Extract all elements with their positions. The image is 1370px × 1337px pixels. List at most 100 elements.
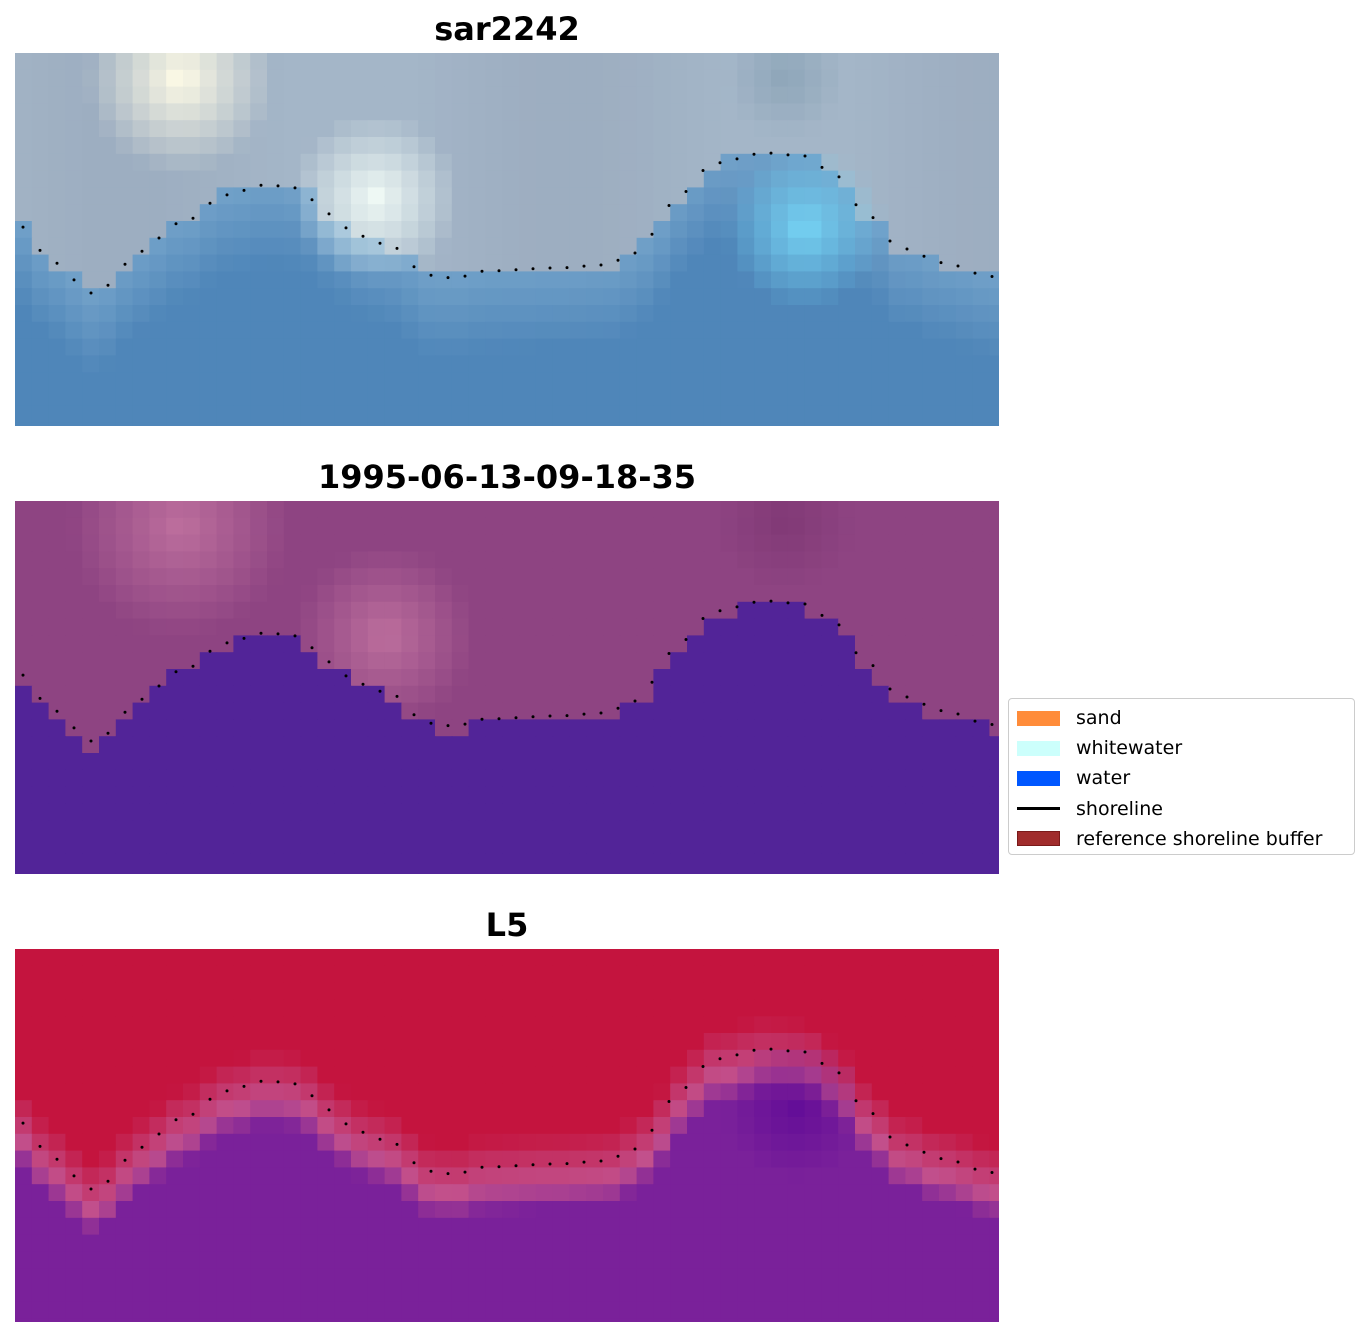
classified-pixel [720, 585, 738, 603]
sar-pixel [905, 153, 923, 172]
sar-pixel [367, 422, 386, 426]
classified-pixel [804, 820, 822, 838]
sar-pixel [519, 355, 537, 373]
probability-pixel [619, 1167, 638, 1185]
classified-pixel [485, 568, 503, 586]
classified-pixel [183, 585, 201, 603]
sar-pixel [787, 355, 806, 373]
probability-pixel [367, 949, 386, 967]
classified-pixel [535, 837, 554, 855]
probability-pixel [586, 1049, 604, 1068]
probability-pixel [519, 1201, 537, 1219]
probability-pixel [334, 1117, 352, 1135]
probability-pixel [569, 1285, 587, 1303]
shoreline-point [361, 1130, 365, 1134]
sar-pixel [888, 103, 906, 121]
sar-pixel [451, 137, 470, 155]
sar-pixel [636, 153, 654, 172]
sar-pixel [821, 321, 839, 340]
probability-pixel [451, 1049, 470, 1068]
classified-pixel [670, 685, 688, 704]
sar-pixel [855, 153, 873, 172]
probability-pixel [888, 1234, 906, 1252]
classified-pixel [384, 769, 402, 788]
probability-pixel [384, 1167, 402, 1185]
sar-pixel [771, 137, 789, 155]
classified-pixel [989, 820, 999, 838]
sar-pixel [888, 204, 906, 222]
classified-pixel [989, 635, 999, 653]
probability-pixel [535, 1268, 554, 1286]
probability-pixel [115, 1285, 134, 1303]
classified-pixel [636, 820, 654, 838]
probability-pixel [737, 1100, 755, 1118]
classified-pixel [653, 837, 671, 855]
classified-pixel [300, 685, 318, 704]
shoreline-point [837, 175, 841, 179]
probability-pixel [771, 1285, 789, 1303]
probability-pixel [300, 1285, 318, 1303]
classified-pixel [905, 635, 923, 653]
classified-pixel [384, 585, 402, 603]
classified-pixel [737, 501, 755, 519]
probability-pixel [603, 1318, 621, 1322]
sar-pixel [216, 305, 234, 323]
sar-pixel [972, 288, 990, 306]
probability-pixel [972, 982, 990, 1000]
sar-pixel [283, 153, 302, 172]
classified-pixel [687, 786, 705, 804]
sar-pixel [351, 153, 369, 172]
sar-pixel [317, 405, 335, 424]
classified-pixel [468, 803, 486, 821]
sar-pixel [939, 86, 957, 104]
classified-pixel [771, 753, 789, 771]
shoreline-point [225, 193, 229, 197]
classified-pixel [653, 652, 671, 670]
probability-pixel [586, 965, 604, 984]
probability-pixel [569, 965, 587, 984]
probability-pixel [687, 1100, 705, 1118]
classified-pixel [653, 585, 671, 603]
sar-pixel [737, 305, 755, 323]
probability-pixel [586, 1167, 604, 1185]
sar-pixel [31, 254, 50, 272]
probability-pixel [384, 1251, 402, 1269]
sar-pixel [149, 254, 167, 272]
probability-pixel [586, 1301, 604, 1320]
sar-pixel [250, 372, 268, 390]
sar-pixel [703, 221, 722, 239]
classified-pixel [65, 635, 83, 653]
shoreline-point [89, 1187, 93, 1191]
probability-pixel [787, 982, 806, 1000]
classified-pixel [972, 769, 990, 788]
probability-pixel [216, 1301, 234, 1320]
sar-pixel [82, 389, 100, 407]
classified-pixel [300, 820, 318, 838]
shoreline-point [786, 601, 790, 605]
probability-pixel [871, 1150, 890, 1168]
classified-pixel [972, 736, 990, 754]
sar-pixel [233, 254, 251, 272]
sar-pixel [804, 271, 822, 289]
sar-pixel [317, 69, 335, 88]
probability-pixel [300, 1184, 318, 1202]
classified-pixel [15, 534, 33, 552]
probability-pixel [552, 1167, 570, 1185]
classified-pixel [804, 568, 822, 586]
classified-pixel [115, 753, 134, 771]
classified-pixel [922, 501, 940, 519]
classified-pixel [199, 870, 218, 874]
classified-pixel [418, 803, 436, 821]
probability-pixel [787, 1251, 806, 1269]
sar-pixel [48, 221, 66, 239]
probability-pixel [334, 1184, 352, 1202]
probability-pixel [787, 1133, 806, 1152]
sar-pixel [855, 405, 873, 424]
classified-pixel [855, 870, 873, 874]
probability-pixel [82, 1049, 100, 1068]
classified-pixel [401, 585, 419, 603]
classified-pixel [317, 853, 335, 872]
sar-pixel [468, 120, 486, 138]
probability-pixel [317, 1100, 335, 1118]
probability-pixel [720, 1066, 738, 1084]
